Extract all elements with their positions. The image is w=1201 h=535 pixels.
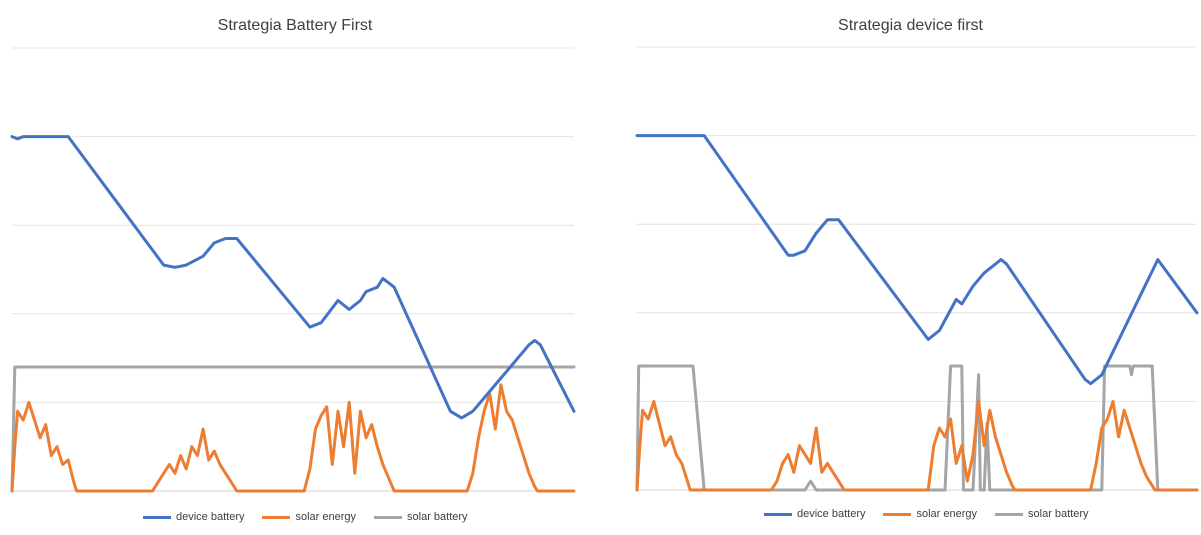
legend-item-solar-energy: solar energy bbox=[883, 508, 977, 520]
chart-title: Strategia device first bbox=[838, 17, 983, 34]
legend-item-solar-battery: solar battery bbox=[995, 508, 1089, 520]
legend-label: device battery bbox=[797, 508, 866, 520]
series-line-solar-battery bbox=[10, 365, 576, 493]
legend-swatch-solar-battery bbox=[374, 515, 403, 519]
legend-label: device battery bbox=[176, 511, 245, 523]
legend-item-solar-energy: solar energy bbox=[262, 511, 356, 523]
legend-label: solar battery bbox=[1028, 508, 1089, 520]
legend-swatch-device-battery bbox=[764, 512, 792, 516]
legend-item-solar-battery: solar battery bbox=[374, 511, 468, 523]
legend-item-device-battery: device battery bbox=[143, 511, 244, 523]
series-line-device-battery bbox=[635, 134, 1199, 386]
series-line-device-battery bbox=[10, 135, 576, 420]
legend: device battery solar energy solar batter… bbox=[764, 508, 1089, 520]
legend-swatch-device-battery bbox=[143, 515, 171, 519]
chart-battery-first: Strategia Battery First device battery s… bbox=[0, 0, 590, 535]
legend-label: solar battery bbox=[407, 511, 468, 523]
legend-swatch-solar-energy bbox=[883, 512, 912, 516]
series-line-solar-battery bbox=[635, 364, 1199, 492]
legend-swatch-solar-battery bbox=[995, 512, 1024, 516]
legend-label: solar energy bbox=[916, 508, 978, 520]
plot-area bbox=[10, 47, 576, 493]
legend-swatch-solar-energy bbox=[262, 515, 291, 519]
series-line-solar-energy bbox=[10, 383, 576, 493]
plot-area bbox=[635, 46, 1199, 492]
legend: device battery solar energy solar batter… bbox=[143, 511, 468, 523]
legend-label: solar energy bbox=[295, 511, 357, 523]
chart-device-first: Strategia device first device battery so… bbox=[620, 0, 1201, 535]
chart-title: Strategia Battery First bbox=[217, 17, 373, 34]
legend-item-device-battery: device battery bbox=[764, 508, 865, 520]
series-line-solar-energy bbox=[635, 399, 1199, 492]
